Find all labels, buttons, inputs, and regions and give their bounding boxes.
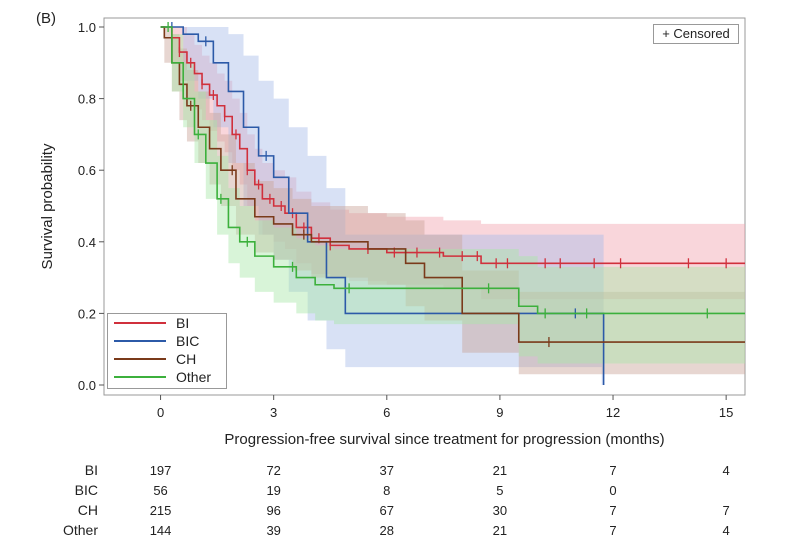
x-tick-label: 0 [157, 405, 164, 420]
risk-cell-other: 39 [266, 523, 281, 538]
panel-label: (B) [36, 10, 56, 27]
risk-cell-other: 144 [149, 523, 172, 538]
risk-cell-ch: 30 [492, 503, 508, 518]
legend-swatch-ch [114, 358, 166, 360]
risk-cell-bic: 0 [609, 483, 617, 498]
legend-item-bic: BIC [108, 332, 226, 350]
risk-cell-bi: 7 [609, 463, 617, 478]
risk-row-label-bic: BIC [74, 482, 98, 498]
risk-cell-ch: 67 [379, 503, 395, 518]
risk-cell-bi: 4 [722, 463, 730, 478]
series-ch [160, 26, 745, 348]
y-tick-label: 0.4 [78, 235, 96, 250]
series-other [160, 22, 745, 319]
risk-row-label-bi: BI [84, 462, 98, 478]
risk-cell-bi: 37 [379, 463, 395, 478]
series-bi [160, 26, 745, 269]
legend-swatch-other [114, 376, 166, 378]
survival-curve-bi [160, 26, 745, 265]
plot-frame [103, 17, 746, 396]
censored-note: + Censored [653, 24, 739, 44]
risk-cell-other: 28 [379, 523, 395, 538]
risk-cell-ch: 215 [149, 503, 172, 518]
risk-cell-bic: 8 [383, 483, 391, 498]
y-tick-label: 0.0 [78, 378, 96, 393]
risk-cell-bi: 72 [266, 463, 281, 478]
risk-cell-bic: 56 [153, 483, 168, 498]
risk-cell-ch: 96 [266, 503, 281, 518]
risk-cell-other: 21 [492, 523, 508, 538]
x-tick-label: 3 [270, 405, 277, 420]
survival-curve-ch [160, 26, 745, 343]
risk-cell-ch: 7 [722, 503, 730, 518]
risk-cell-other: 7 [609, 523, 617, 538]
x-tick-label: 9 [496, 405, 503, 420]
risk-cell-ch: 7 [609, 503, 617, 518]
legend: BI BIC CH Other [107, 313, 227, 389]
y-tick-label: 0.6 [78, 163, 96, 178]
ci-band-ch [160, 27, 745, 375]
legend-label-bic: BIC [176, 333, 200, 349]
ci-band-bic [160, 27, 604, 385]
x-tick-label: 12 [606, 405, 620, 420]
y-axis-label: Survival probability [39, 143, 56, 269]
risk-cell-other: 4 [722, 523, 730, 538]
risk-cell-bi: 197 [149, 463, 172, 478]
y-tick-label: 1.0 [78, 20, 96, 35]
risk-cell-bi: 21 [492, 463, 508, 478]
legend-label-ch: CH [176, 351, 197, 367]
legend-swatch-bic [114, 340, 166, 342]
x-tick-label: 6 [383, 405, 390, 420]
x-tick-label: 15 [719, 405, 733, 420]
ci-band-bi [160, 27, 745, 300]
y-tick-label: 0.8 [78, 92, 96, 107]
risk-cell-bic: 19 [266, 483, 281, 498]
risk-row-label-ch: CH [77, 502, 98, 518]
risk-cell-bic: 5 [496, 483, 504, 498]
x-axis-label: Progression-free survival since treatmen… [224, 431, 664, 448]
legend-item-other: Other [108, 368, 226, 386]
ci-band-other [160, 27, 745, 364]
legend-item-ch: CH [108, 350, 226, 368]
legend-label-other: Other [176, 369, 212, 385]
survival-curve-other [160, 26, 745, 315]
legend-item-bi: BI [108, 314, 226, 332]
y-tick-label: 0.2 [78, 306, 96, 321]
legend-swatch-bi [114, 322, 166, 324]
confidence-bands [160, 27, 745, 385]
legend-label-bi: BI [176, 315, 190, 331]
risk-row-label-other: Other [62, 522, 98, 538]
